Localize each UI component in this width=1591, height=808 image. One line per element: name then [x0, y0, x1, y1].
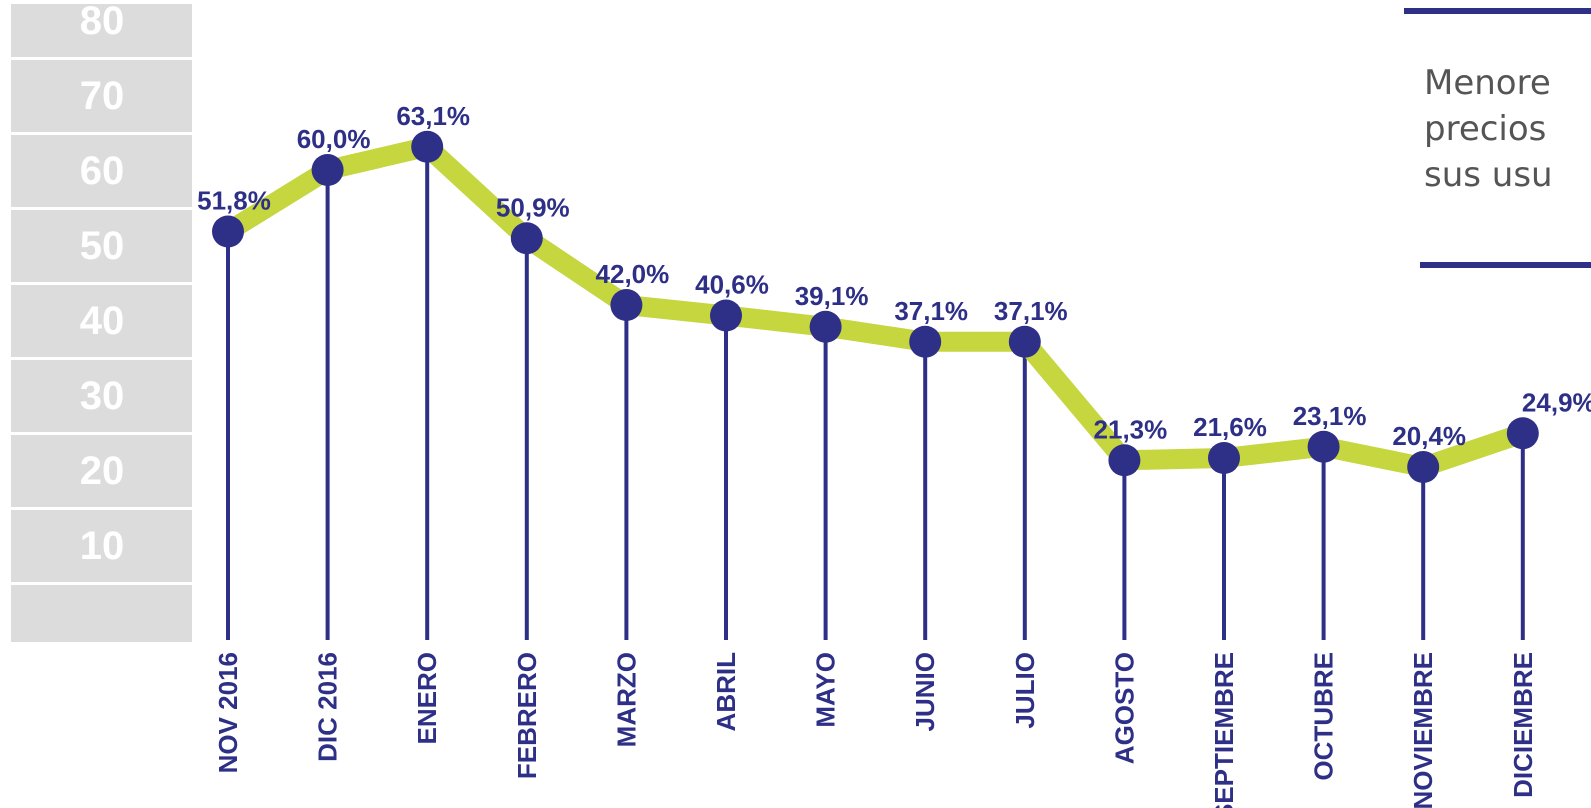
data-point — [411, 130, 444, 163]
data-point — [610, 289, 643, 321]
series-line — [218, 136, 1533, 477]
data-point — [1208, 442, 1240, 474]
x-tick-label: DICIEMBRE — [1508, 652, 1538, 798]
y-tick-label: 30 — [80, 374, 125, 418]
data-label: 21,3% — [1094, 414, 1168, 444]
x-tick-label: NOVIEMBRE — [1408, 652, 1438, 808]
markers — [212, 130, 1539, 483]
data-label: 37,1% — [894, 296, 968, 326]
x-tick-label: FEBRERO — [512, 652, 542, 779]
data-point — [510, 222, 543, 255]
y-tick-label: 70 — [80, 74, 125, 118]
x-tick-label: DIC 2016 — [313, 652, 343, 762]
y-tick-label: 50 — [80, 224, 125, 268]
y-tick-label: 40 — [80, 299, 125, 343]
data-point — [1407, 451, 1440, 483]
data-label: 51,8% — [197, 186, 271, 216]
x-tick-label: MARZO — [611, 652, 641, 747]
note-line-1: Menore — [1424, 63, 1551, 103]
data-labels: 51,8% 60,0% 63,1% 50,9% 42,0% 40,6% 39,1% 37,1%… — [197, 101, 1591, 451]
data-label: 40,6% — [695, 270, 769, 300]
data-label: 60,0% — [297, 124, 371, 154]
x-axis-labels: NOV 2016 DIC 2016 ENERO FEBRERO MARZO ABRIL MA… — [213, 652, 1538, 808]
data-point — [1506, 417, 1539, 450]
y-tick-label: 60 — [80, 149, 125, 193]
data-label: 24,9% — [1522, 387, 1591, 417]
note-top-rule — [1404, 8, 1591, 14]
data-label: 63,1% — [396, 101, 470, 131]
stems — [226, 146, 1525, 640]
data-label: 37,1% — [994, 296, 1068, 326]
data-point — [909, 325, 942, 358]
note-line-2: precios — [1424, 109, 1547, 149]
y-tick-label: 20 — [80, 449, 125, 493]
note-bottom-rule — [1420, 262, 1591, 268]
y-tick-label: 10 — [80, 524, 125, 568]
x-tick-label: ENERO — [412, 652, 442, 744]
x-tick-label: JUNIO — [910, 652, 940, 731]
data-point — [1008, 325, 1041, 358]
data-label: 21,6% — [1193, 412, 1267, 442]
x-tick-label: ABRIL — [711, 652, 741, 732]
x-tick-label: NOV 2016 — [213, 652, 243, 773]
note-line-3: sus usu — [1424, 155, 1553, 195]
x-tick-label: AGOSTO — [1109, 652, 1139, 764]
x-tick-label: MAYO — [811, 652, 841, 728]
data-label: 39,1% — [795, 281, 869, 311]
note-text: Menore precios sus usu — [1424, 60, 1591, 198]
y-axis: 80 70 60 50 40 30 20 10 — [11, 0, 192, 642]
y-tick-label: 80 — [80, 0, 125, 43]
data-point — [311, 154, 344, 186]
x-tick-label: SEPTIEMBRE — [1209, 652, 1239, 808]
data-point — [809, 310, 842, 343]
x-tick-label: JULIO — [1010, 652, 1040, 729]
data-point — [212, 215, 244, 248]
data-label: 20,4% — [1392, 421, 1466, 451]
series-line-group — [218, 136, 1533, 477]
data-point — [1307, 430, 1340, 463]
data-label: 42,0% — [596, 259, 670, 289]
y-axis-band — [11, 4, 192, 642]
data-label: 23,1% — [1293, 401, 1367, 431]
x-tick-label: OCTUBRE — [1309, 652, 1339, 781]
data-point — [710, 299, 742, 332]
data-point — [1108, 444, 1141, 477]
data-label: 50,9% — [496, 192, 570, 222]
